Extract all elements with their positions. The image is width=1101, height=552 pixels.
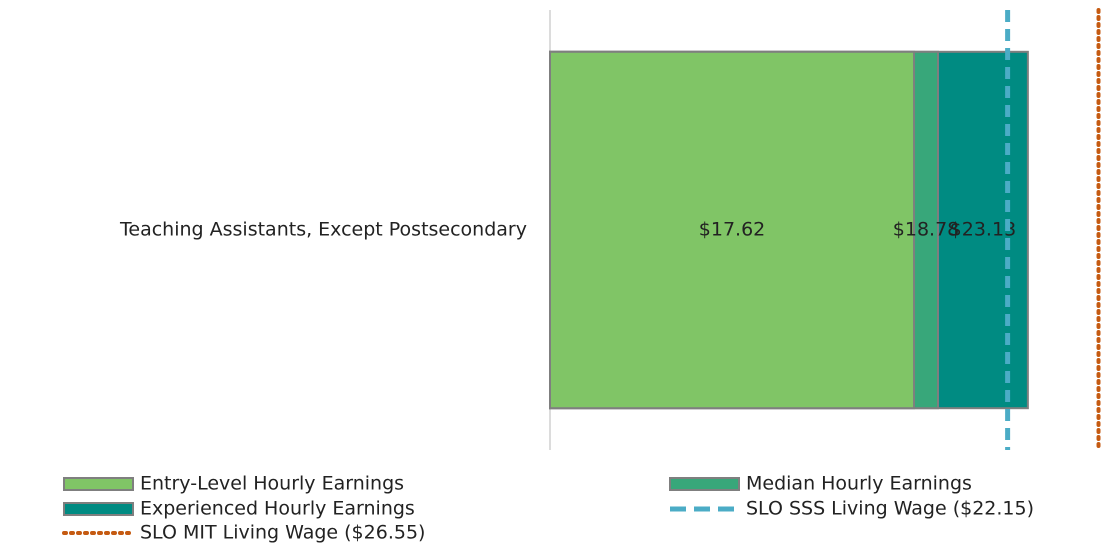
legend-label: Entry-Level Hourly Earnings [140, 473, 404, 495]
legend-swatch [669, 477, 740, 491]
value-label: $23.13 [950, 219, 1016, 241]
legend-label: SLO SSS Living Wage ($22.15) [746, 498, 1034, 520]
category-label: Teaching Assistants, Except Postsecondar… [119, 219, 527, 241]
legend-label: Experienced Hourly Earnings [140, 498, 415, 520]
legend-label: Median Hourly Earnings [746, 473, 972, 495]
value-label: $17.62 [699, 219, 765, 241]
legend-swatch [63, 477, 134, 491]
legend-label: SLO MIT Living Wage ($26.55) [140, 522, 425, 544]
legend-swatch [63, 502, 134, 516]
bar [549, 50, 916, 410]
value-label: $18.78 [893, 219, 959, 241]
